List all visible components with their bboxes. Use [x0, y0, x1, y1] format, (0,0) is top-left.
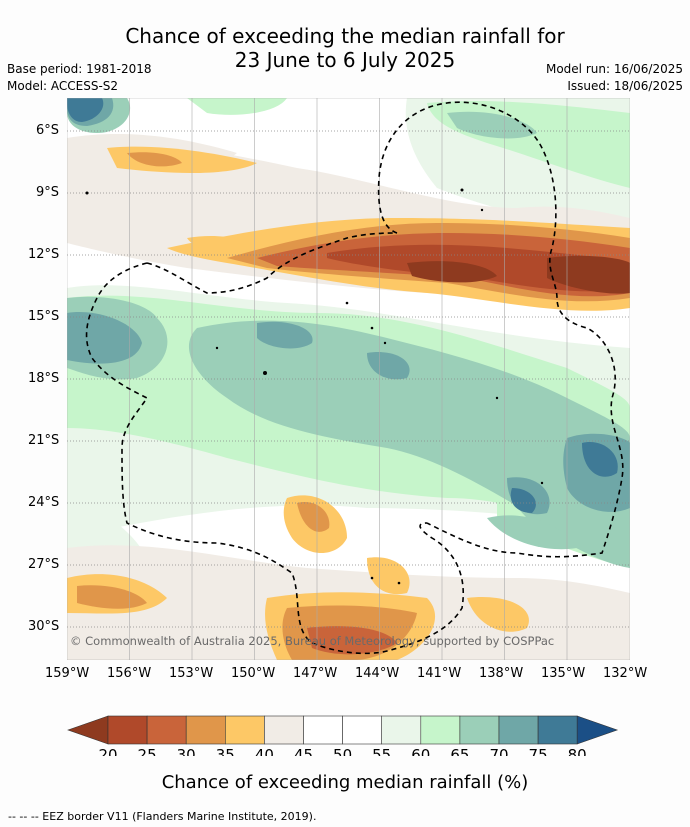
rainfall-map	[67, 98, 630, 660]
colorbar-tick-label: 75	[529, 746, 548, 756]
colorbar-swatch	[381, 715, 422, 745]
colorbar: 20 25 30 35 40 45 50 55 60 65 70 75 80	[67, 715, 619, 756]
lon-tick: 153°W	[169, 666, 214, 681]
lon-tick: 141°W	[417, 666, 462, 681]
base-period: Base period: 1981-2018	[7, 62, 152, 76]
colorbar-tick-label: 30	[177, 746, 196, 756]
colorbar-swatch	[107, 715, 148, 745]
lat-tick: 6°S	[36, 123, 60, 138]
model-run: Model run: 16/06/2025	[545, 62, 683, 76]
lat-tick: 30°S	[28, 619, 60, 634]
lon-tick: 138°W	[479, 666, 524, 681]
longitude-gridlines	[129, 98, 568, 660]
lat-tick: 27°S	[28, 557, 60, 572]
lon-tick: 135°W	[541, 666, 586, 681]
colorbar-tick-label: 45	[294, 746, 313, 756]
colorbar-swatch	[185, 715, 226, 745]
lon-tick: 159°W	[45, 666, 90, 681]
colorbar-ticks: 20 25 30 35 40 45 50 55 60 65 70 75 80	[98, 746, 586, 756]
colorbar-tick-label: 20	[98, 746, 117, 756]
colorbar-extend-high	[576, 715, 619, 745]
colorbar-swatch	[537, 715, 578, 745]
lat-tick: 9°S	[36, 185, 60, 200]
colorbar-tick-label: 60	[411, 746, 430, 756]
colorbar-tick-label: 40	[255, 746, 274, 756]
map-title-line2: 23 June to 6 July 2025	[234, 48, 456, 72]
model-name: Model: ACCESS-S2	[7, 79, 119, 93]
lat-tick: 12°S	[28, 247, 60, 262]
eez-border	[85, 101, 624, 655]
lon-tick: 150°W	[231, 666, 276, 681]
colorbar-swatch	[342, 715, 383, 745]
colorbar-swatch	[303, 715, 343, 745]
lon-tick: 144°W	[355, 666, 400, 681]
lon-tick: 156°W	[107, 666, 152, 681]
island-markers	[85, 188, 544, 585]
colorbar-swatch	[459, 715, 500, 745]
map-title-line1: Chance of exceeding the median rainfall …	[125, 24, 565, 48]
colorbar-tick-label: 65	[450, 746, 469, 756]
colorbar-extend-low	[67, 715, 109, 745]
lat-tick: 24°S	[28, 495, 60, 510]
colorbar-tick-label: 70	[489, 746, 508, 756]
lat-tick: 21°S	[28, 433, 60, 448]
colorbar-tick-label: 80	[568, 746, 587, 756]
lon-tick: 132°W	[603, 666, 648, 681]
latitude-gridlines	[67, 130, 630, 628]
colorbar-tick-label: 50	[333, 746, 352, 756]
colorbar-swatch	[225, 715, 265, 745]
colorbar-label: Chance of exceeding median rainfall (%)	[161, 772, 529, 793]
colorbar-tick-label: 55	[372, 746, 391, 756]
colorbar-tick-label: 25	[138, 746, 157, 756]
lat-tick: 15°S	[28, 309, 60, 324]
colorbar-tick-label: 35	[216, 746, 235, 756]
issued-date: Issued: 18/06/2025	[567, 79, 683, 93]
eez-footnote: -- -- -- EEZ border V11 (Flanders Marine…	[8, 810, 317, 823]
colorbar-swatch	[498, 715, 539, 745]
lat-tick: 18°S	[28, 371, 60, 386]
colorbar-swatch	[146, 715, 187, 745]
colorbar-swatch	[264, 715, 304, 745]
colorbar-swatch	[420, 715, 461, 745]
copyright-notice: © Commonwealth of Australia 2025, Bureau…	[70, 634, 555, 648]
colorbar-swatches	[67, 715, 619, 745]
lon-tick: 147°W	[293, 666, 338, 681]
blue-regions	[67, 98, 618, 513]
dark-brown-regions	[407, 255, 630, 294]
